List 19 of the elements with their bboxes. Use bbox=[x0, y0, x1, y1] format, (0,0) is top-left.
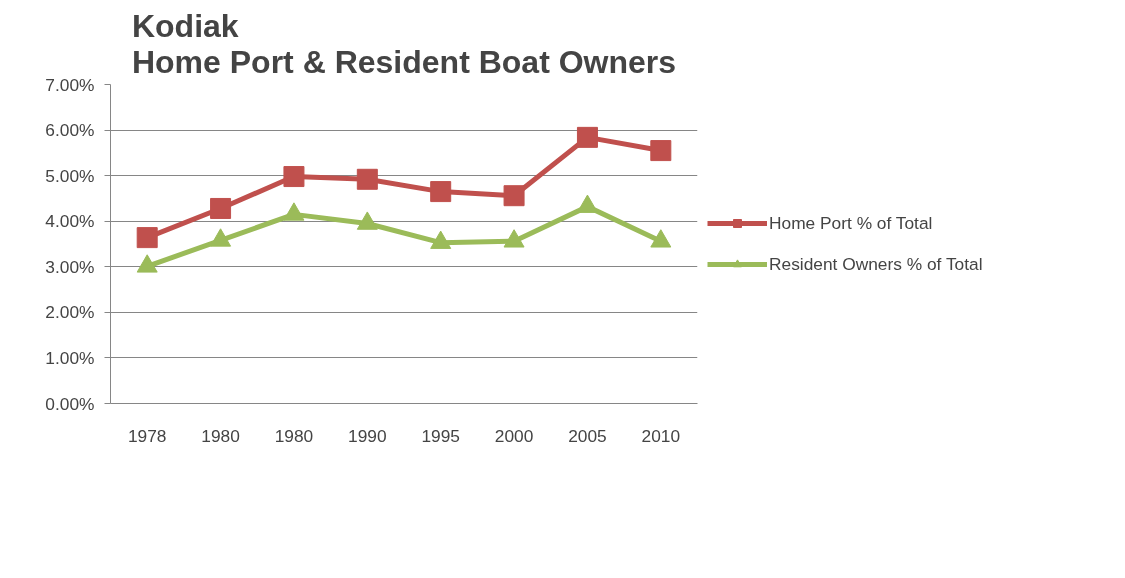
legend-label: Home Port % of Total bbox=[769, 212, 933, 234]
y-tick-label: 2.00% bbox=[45, 302, 95, 323]
x-tick-label: 1995 bbox=[421, 425, 460, 446]
chart-title: Kodiak Home Port & Resident Boat Owners bbox=[131, 7, 677, 80]
y-tick-label: 7.00% bbox=[45, 74, 95, 95]
x-tick-label: 1980 bbox=[201, 425, 240, 446]
y-tick-label: 1.00% bbox=[45, 347, 95, 368]
y-tick-label: 4.00% bbox=[45, 211, 95, 232]
x-tick-label: 2005 bbox=[568, 425, 607, 446]
y-tick-label: 3.00% bbox=[45, 256, 95, 277]
legend-label: Resident Owners % of Total bbox=[769, 253, 983, 275]
y-tick-label: 6.00% bbox=[45, 120, 95, 141]
x-tick-label: 1978 bbox=[127, 425, 167, 446]
y-tick-label: 5.00% bbox=[45, 165, 95, 186]
x-tick-label: 2000 bbox=[494, 425, 534, 446]
y-tick-label: 0.00% bbox=[45, 393, 95, 414]
x-tick-label: 2010 bbox=[641, 425, 681, 446]
x-tick-label: 1990 bbox=[348, 425, 387, 446]
x-tick-label: 1980 bbox=[274, 425, 314, 446]
